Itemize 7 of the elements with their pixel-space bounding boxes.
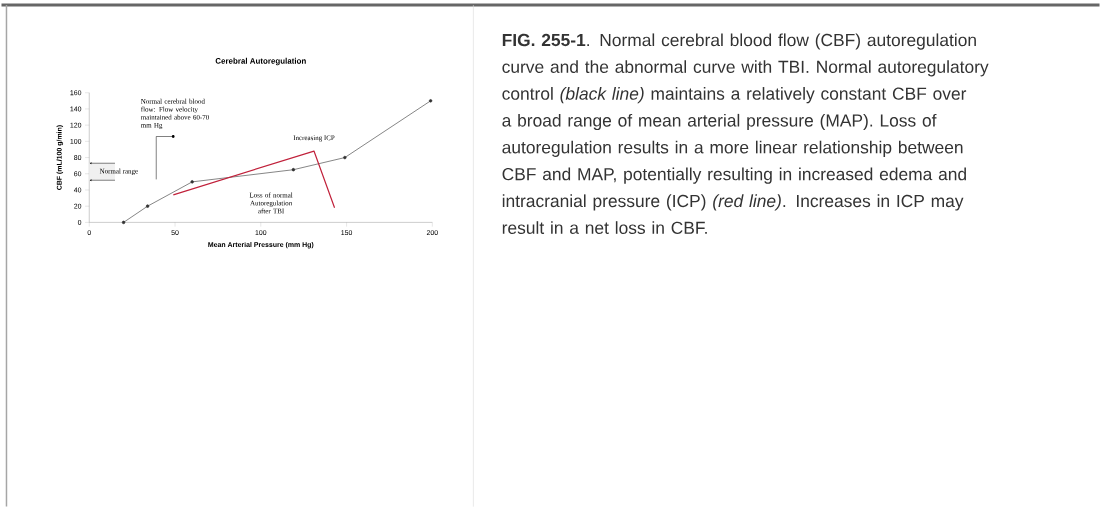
point [428, 98, 433, 103]
point [343, 155, 347, 160]
text: FIG. 255-1. Normal cerebral blood flow (CBF) autoregulation curve and the abnormal curve with TBI. Normal autoregulatory control (black line) maintains a relatively constant CBF over a broad range of mean arterial pressure (MAP). Loss of autoregulation results in a more linear relationship between CBF and MAP, potentially resulting in increased edema and intracranial pressure (ICP) (red line). Increases in ICP may result in a net loss in CBF. [502, 33, 989, 234]
point [190, 180, 194, 184]
point [121, 220, 126, 224]
point [291, 167, 296, 172]
point [145, 204, 150, 208]
